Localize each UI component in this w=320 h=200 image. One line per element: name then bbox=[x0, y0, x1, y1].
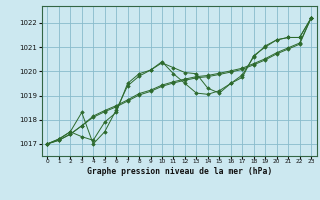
X-axis label: Graphe pression niveau de la mer (hPa): Graphe pression niveau de la mer (hPa) bbox=[87, 167, 272, 176]
